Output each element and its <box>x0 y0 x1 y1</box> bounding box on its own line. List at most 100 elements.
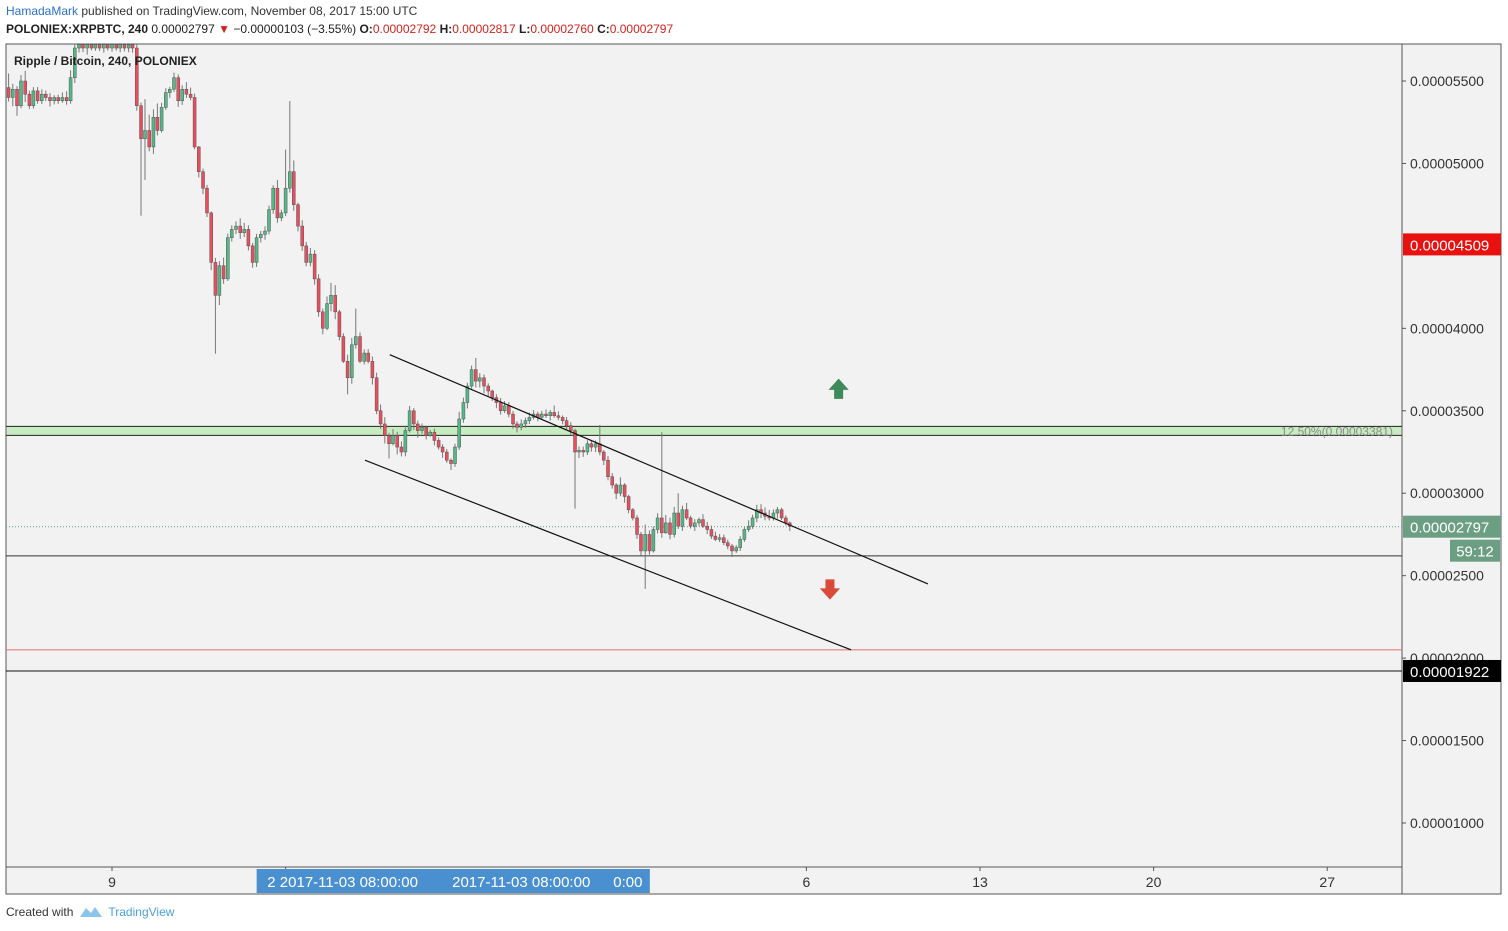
candle-body <box>329 295 333 304</box>
candle <box>292 160 296 211</box>
candle-body <box>643 534 647 552</box>
candle <box>713 531 718 542</box>
arrow-up-icon <box>828 378 849 399</box>
tradingview-link[interactable]: TradingView <box>79 905 174 919</box>
candle-body <box>139 105 143 139</box>
candle <box>445 449 449 463</box>
candle-body <box>399 446 404 453</box>
footer: Created with TradingView <box>6 905 174 919</box>
candle <box>89 44 94 51</box>
channel-line-0 <box>389 354 929 585</box>
candle <box>420 423 424 434</box>
candle-body <box>114 44 118 49</box>
candle-body <box>395 435 399 448</box>
candle <box>362 349 366 365</box>
candle-body <box>151 117 156 148</box>
x-tick-label: 9 <box>108 874 116 890</box>
candle <box>213 257 218 354</box>
price-axis[interactable] <box>1401 43 1502 895</box>
candle-body <box>465 385 470 403</box>
candle-body <box>168 88 172 93</box>
candle <box>250 243 255 268</box>
candle-body <box>606 459 610 477</box>
candle-body <box>742 529 747 540</box>
candle-body <box>184 88 189 95</box>
author-link[interactable]: HamadaMark <box>6 4 79 18</box>
candle <box>172 72 176 92</box>
candle-body <box>56 97 60 102</box>
candle-body <box>647 534 652 552</box>
candle-body <box>755 509 759 519</box>
candle-body <box>490 390 494 398</box>
candle-body <box>259 234 263 238</box>
candle <box>333 285 337 320</box>
candle-body <box>383 423 387 436</box>
countdown-text: 59:12 <box>1456 544 1494 561</box>
candle-body <box>713 535 718 540</box>
plot-area[interactable] <box>5 43 1403 868</box>
candle-body <box>221 265 226 280</box>
candle <box>395 431 399 455</box>
candle-body <box>416 423 420 431</box>
candle-body <box>358 336 362 362</box>
candle <box>412 408 416 431</box>
price-change: −0.00000103 (−3.55%) <box>233 22 357 36</box>
candle <box>68 70 73 104</box>
candle <box>515 421 519 433</box>
candle <box>217 261 222 306</box>
candle-body <box>457 418 461 448</box>
candle <box>465 382 470 409</box>
candle <box>651 526 656 553</box>
candle-body <box>424 427 428 436</box>
candle <box>490 389 494 402</box>
candle-body <box>672 512 676 535</box>
candle-body <box>271 187 275 210</box>
candle-body <box>378 410 383 425</box>
candle <box>176 74 180 107</box>
y-tick-label: 0.00005500 <box>1410 73 1484 89</box>
last-price: 0.00002797 <box>151 22 215 36</box>
candle <box>329 282 333 312</box>
candle <box>230 225 234 242</box>
candle <box>370 356 375 385</box>
candle <box>643 524 647 589</box>
candle <box>755 504 759 523</box>
ohlc-legend: POLONIEX:XRPBTC, 240 0.00002797 ▼ −0.000… <box>6 22 673 36</box>
candle-body <box>217 265 222 296</box>
candle <box>48 93 52 107</box>
candle-body <box>275 187 280 219</box>
candle <box>560 415 565 425</box>
candle <box>350 337 354 384</box>
candle <box>556 411 561 421</box>
candle <box>226 233 230 282</box>
candle-body <box>234 225 238 230</box>
candle-body <box>631 509 635 519</box>
candle-body <box>35 90 40 102</box>
open-label: O: <box>359 22 373 36</box>
time-axis[interactable] <box>5 866 1403 895</box>
y-tick-label: 0.00005000 <box>1410 155 1484 171</box>
candle-body <box>701 519 705 527</box>
candle-body <box>159 107 164 131</box>
candle-body <box>717 537 722 540</box>
candle-body <box>93 44 98 49</box>
candle-body <box>176 77 180 102</box>
candle-body <box>502 405 507 412</box>
candle <box>573 428 577 509</box>
candle <box>639 531 643 556</box>
candle <box>374 372 379 415</box>
x-tick-label: 20 <box>1146 874 1162 890</box>
candle <box>77 44 81 53</box>
candle-body <box>593 443 598 448</box>
candle-body <box>664 522 668 534</box>
candle-body <box>97 44 102 49</box>
candle-body <box>64 97 69 102</box>
candle <box>474 358 478 388</box>
candle-body <box>552 412 556 416</box>
candle <box>114 44 118 51</box>
down-triangle-icon: ▼ <box>218 22 231 36</box>
candle <box>626 494 631 514</box>
candle <box>577 446 581 459</box>
candle-body <box>407 410 412 431</box>
